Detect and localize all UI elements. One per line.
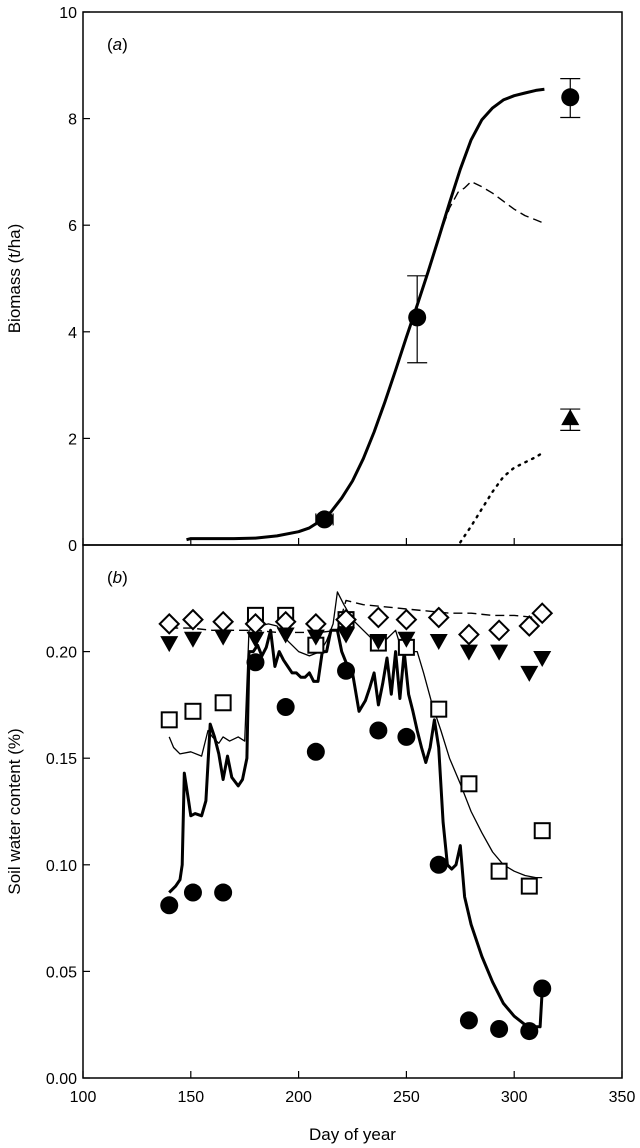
- panel-b-line-dashed: [169, 599, 543, 634]
- panel-b-marker-triangle-down: [246, 631, 265, 648]
- panel-a-frame: [82, 11, 623, 546]
- panel-b-y-axis-title: Soil water content (%): [5, 728, 24, 894]
- x-tick-label: 100: [70, 1089, 97, 1106]
- panel-b-marker-circle: [246, 653, 265, 672]
- panel-b-marker-circle: [214, 883, 233, 902]
- panel-b-marker-triangle-down: [533, 650, 552, 667]
- panel-a-marker-triangle-up: [561, 409, 580, 426]
- panel-b-marker-triangle-down: [369, 633, 388, 650]
- panel-b-marker-triangle-down: [214, 629, 233, 646]
- panel-b-y-tick-label: 0.15: [46, 751, 77, 768]
- panel-b-marker-circle: [490, 1019, 509, 1038]
- x-tick-label: 350: [609, 1089, 636, 1106]
- panel-a-line-thick-solid: [186, 87, 545, 542]
- panel-a-y-tick-label: 10: [59, 5, 77, 22]
- panel-a-line-dashed: [416, 180, 543, 306]
- panel-b-marker-triangle-down: [429, 633, 448, 650]
- x-axis-title: Day of year: [309, 1125, 396, 1144]
- panel-b: 100 150 200 250 300 350 0.00 0.05 0.10 0.15 0.20 (…: [5, 544, 636, 1144]
- panel-b-markers: [158, 602, 554, 1041]
- panel-b-marker-circle: [160, 896, 179, 915]
- panel-a-marker-circle: [315, 510, 334, 529]
- panel-a: 0 2 4 6 8 10 (a) Biomass (t/ha): [5, 5, 623, 555]
- panel-a-y-tick-label: 2: [68, 431, 77, 448]
- panel-b-label: (b): [107, 568, 128, 587]
- panel-b-line-thin-solid: [168, 591, 543, 879]
- panel-b-frame: [82, 544, 623, 1079]
- panel-b-marker-circle: [459, 1011, 478, 1030]
- panel-a-y-tick-label: 0: [68, 538, 77, 555]
- panel-b-marker-triangle-down: [520, 665, 539, 682]
- panel-b-marker-square-open: [460, 775, 478, 793]
- panel-b-marker-diamond-open: [182, 608, 204, 631]
- panel-a-y-axis-title: Biomass (t/ha): [5, 224, 24, 334]
- x-tick-label: 300: [501, 1089, 528, 1106]
- panel-b-marker-triangle-down: [183, 631, 202, 648]
- panel-b-y-tick-label: 0.05: [46, 964, 77, 981]
- panel-a-y-tick-label: 8: [68, 112, 77, 129]
- panel-b-marker-diamond-open: [518, 615, 541, 637]
- panel-b-ticks: 100 150 200 250 300 350 0.00 0.05 0.10 0.15 0.20: [46, 645, 636, 1106]
- panel-b-marker-circle: [369, 721, 388, 740]
- panel-a-y-tick-label: 6: [68, 218, 77, 235]
- panel-b-marker-diamond-open: [531, 602, 554, 625]
- panel-a-markers: [315, 78, 581, 529]
- panel-b-marker-circle: [276, 698, 295, 717]
- panel-b-y-tick-label: 0.10: [46, 858, 77, 875]
- panel-a-label: (a): [107, 35, 128, 54]
- panel-b-marker-square-open: [214, 694, 232, 712]
- panel-a-marker-circle: [408, 308, 427, 327]
- panel-b-marker-square-open: [160, 711, 178, 729]
- panel-b-marker-triangle-down: [490, 644, 509, 661]
- panel-b-marker-diamond-open: [212, 610, 235, 633]
- panel-a-lines: [186, 87, 546, 544]
- panel-b-marker-triangle-down: [459, 644, 478, 661]
- panel-b-marker-circle: [337, 661, 356, 680]
- x-tick-label: 200: [285, 1089, 312, 1106]
- panel-b-marker-circle: [183, 883, 202, 902]
- panel-b-marker-triangle-down: [397, 631, 416, 648]
- panel-b-marker-square-open: [533, 822, 551, 840]
- panel-b-marker-square-open: [520, 877, 538, 895]
- panel-b-marker-circle: [520, 1022, 539, 1041]
- panel-b-marker-diamond-open: [395, 608, 418, 631]
- panel-b-marker-diamond-open: [427, 606, 450, 629]
- panel-b-line-thick-solid: [168, 628, 544, 1029]
- panel-b-marker-square-open: [430, 700, 448, 718]
- panel-a-line-dotted: [459, 450, 546, 544]
- panel-a-ticks: 0 2 4 6 8 10: [59, 5, 623, 555]
- panel-b-marker-triangle-down: [276, 627, 295, 644]
- panel-b-marker-triangle-down: [337, 627, 356, 644]
- panel-a-y-tick-label: 4: [68, 325, 77, 342]
- panel-b-lines: [168, 591, 544, 1029]
- panel-a-marker-circle: [561, 88, 580, 107]
- panel-b-marker-diamond-open: [488, 619, 511, 642]
- x-tick-label: 150: [177, 1089, 204, 1106]
- panel-b-marker-square-open: [490, 862, 508, 880]
- panel-b-marker-triangle-down: [306, 629, 325, 646]
- panel-b-marker-circle: [429, 855, 448, 874]
- panel-b-marker-circle: [397, 727, 416, 746]
- panel-b-y-tick-label: 0.20: [46, 645, 77, 662]
- panel-b-y-tick-label: 0.00: [46, 1071, 77, 1088]
- panel-b-marker-triangle-down: [160, 636, 179, 653]
- panel-b-marker-diamond-open: [458, 623, 480, 646]
- panel-b-marker-circle: [306, 742, 325, 761]
- panel-b-marker-diamond-open: [367, 606, 390, 629]
- x-tick-label: 250: [393, 1089, 420, 1106]
- panel-b-marker-circle: [533, 979, 552, 998]
- panel-b-marker-square-open: [184, 702, 202, 720]
- panel-b-marker-diamond-open: [158, 612, 181, 635]
